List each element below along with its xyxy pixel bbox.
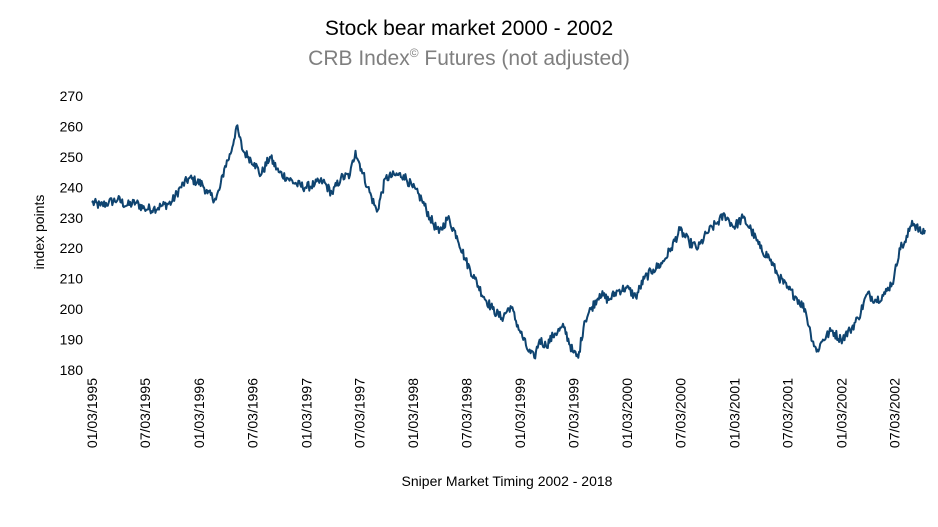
x-tick-label: 01/03/1996 bbox=[191, 378, 207, 448]
chart-subtitle-main: CRB Index bbox=[308, 47, 410, 70]
x-tick-label: 07/03/1997 bbox=[351, 378, 367, 448]
x-tick-label: 07/03/2000 bbox=[673, 378, 689, 448]
x-tick-label: 07/03/2001 bbox=[780, 378, 796, 448]
x-tick-label: 07/03/1995 bbox=[137, 378, 153, 448]
y-tick-label: 260 bbox=[60, 118, 84, 134]
y-tick-label: 270 bbox=[60, 88, 84, 104]
y-tick-label: 200 bbox=[60, 301, 84, 317]
y-tick-label: 250 bbox=[60, 149, 84, 165]
x-tick-label: 07/03/1998 bbox=[458, 378, 474, 448]
y-tick-label: 180 bbox=[60, 362, 84, 378]
x-tick-label: 01/03/1995 bbox=[84, 378, 100, 448]
y-tick-label: 210 bbox=[60, 271, 84, 287]
x-axis-label: Sniper Market Timing 2002 - 2018 bbox=[402, 473, 613, 489]
x-axis-ticks: 01/03/1995 07/03/1995 01/03/1996 07/03/1996… bbox=[84, 378, 903, 448]
chart-subtitle-rest: Futures (not adjusted) bbox=[419, 47, 630, 70]
y-tick-label: 190 bbox=[60, 332, 84, 348]
series-line bbox=[91, 124, 926, 360]
y-tick-label: 220 bbox=[60, 240, 84, 256]
chart-subtitle: CRB Index© Futures (not adjusted) bbox=[308, 46, 630, 70]
x-tick-label: 07/03/2002 bbox=[887, 378, 903, 448]
x-tick-label: 01/03/1998 bbox=[405, 378, 421, 448]
y-tick-label: 230 bbox=[60, 210, 84, 226]
y-axis-label: index points bbox=[31, 195, 47, 270]
x-tick-label: 01/03/1997 bbox=[298, 378, 314, 448]
y-axis-ticks: 180 190 200 210 220 230 240 250 260 270 bbox=[60, 88, 84, 378]
x-tick-label: 01/03/1999 bbox=[512, 378, 528, 448]
x-tick-label: 01/03/2001 bbox=[726, 378, 742, 448]
y-tick-label: 240 bbox=[60, 179, 84, 195]
x-tick-label: 01/03/2000 bbox=[619, 378, 635, 448]
x-tick-label: 01/03/2002 bbox=[833, 378, 849, 448]
chart-subtitle-copyright: © bbox=[410, 46, 419, 60]
x-tick-label: 07/03/1999 bbox=[565, 378, 581, 448]
chart-title: Stock bear market 2000 - 2002 bbox=[325, 17, 613, 40]
x-tick-label: 07/03/1996 bbox=[244, 378, 260, 448]
